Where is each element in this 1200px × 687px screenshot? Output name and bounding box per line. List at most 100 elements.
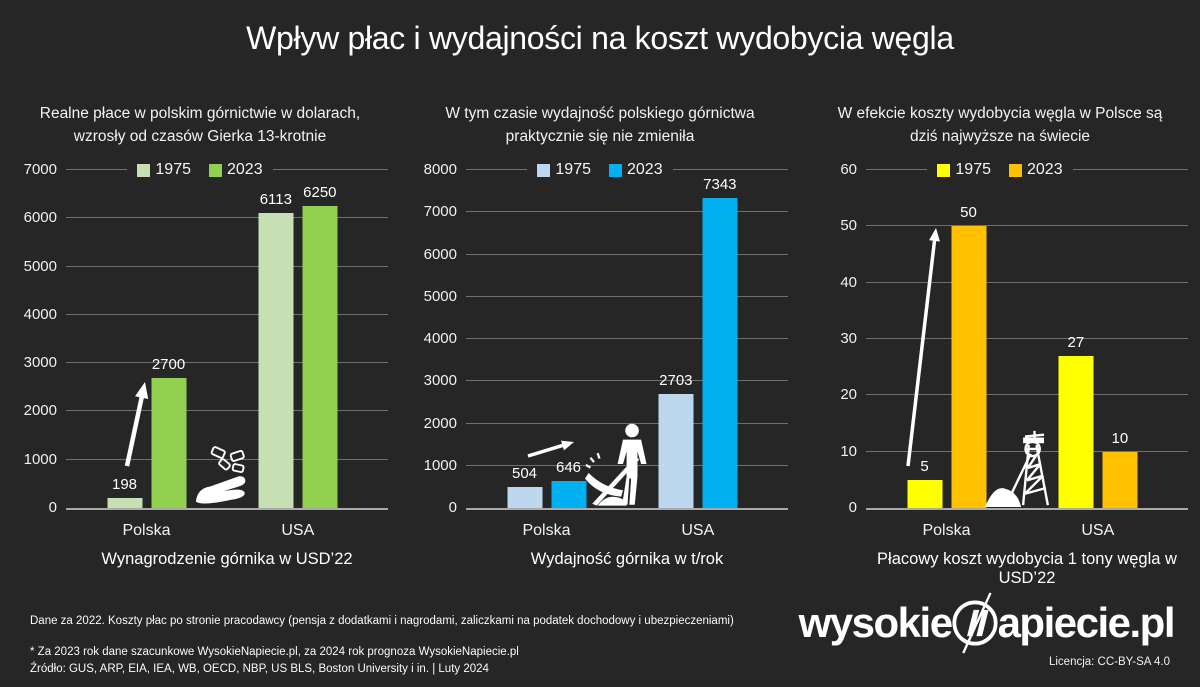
gridline <box>466 422 788 424</box>
bar-polska-2023: 50 <box>951 204 986 508</box>
legend: 1975 2023 <box>400 159 800 181</box>
y-tick-label: 0 <box>848 499 857 516</box>
bar-group: 27 10 <box>1058 334 1138 508</box>
chart-panel-costs: W efekcie koszty wydobycia węgla w Polsc… <box>800 98 1200 587</box>
legend-item: 1975 <box>537 161 591 179</box>
footnote-estimate: * Za 2023 rok dane szacunkowe WysokieNap… <box>30 646 519 658</box>
legend-item: 2023 <box>1009 161 1063 179</box>
category-label: USA <box>1081 522 1115 539</box>
bar-group: 198 2700 <box>107 356 186 508</box>
x-axis-title: Wydajność górnika w t/rok <box>530 550 724 568</box>
y-tick-label: 2000 <box>23 402 57 420</box>
bar-group: 5 50 <box>907 204 986 508</box>
legend: 1975 2023 <box>0 159 400 181</box>
chart-subtitle: Realne płace w polskim górnictwie w dola… <box>39 105 361 146</box>
mine-headframe-icon <box>985 428 1065 508</box>
y-tick-label: 6000 <box>423 245 457 263</box>
bar-value-label: 7343 <box>703 175 737 193</box>
gridline <box>866 338 1188 339</box>
legend-item: 2023 <box>609 161 663 179</box>
y-tick-label: 7000 <box>423 203 457 221</box>
bar-value-label: 10 <box>1111 429 1129 447</box>
logo: wysokie apiecie.pl <box>798 592 1176 654</box>
bar-usa-2023: 6250 <box>302 184 338 508</box>
legend-swatch <box>137 163 151 177</box>
x-axis-title: Wynagrodzenie górnika w USD’22 <box>101 550 353 568</box>
legend-label: 1975 <box>955 161 991 178</box>
bar-value-label: 5 <box>920 457 929 475</box>
plot-area: 5 50 27 10 <box>866 169 1188 510</box>
legend-swatch <box>937 163 951 177</box>
gridline <box>66 313 388 315</box>
bar-polska-2023: 646 <box>551 459 586 508</box>
x-axis-title: Płacowy koszt wydobycia 1 tony węgla w U… <box>877 550 1177 587</box>
y-tick-label: 50 <box>840 217 857 235</box>
legend-label: 1975 <box>555 161 591 178</box>
growth-arrow-icon <box>527 440 574 458</box>
bar-value-label: 2700 <box>151 355 186 373</box>
gridline <box>66 458 388 460</box>
legend-swatch <box>209 163 222 177</box>
y-tick-label: 30 <box>840 330 857 347</box>
growth-arrow-icon <box>124 382 149 467</box>
bar-polska-1975: 198 <box>107 476 142 508</box>
legend-swatch <box>1009 163 1022 177</box>
gridline <box>66 410 388 412</box>
legend-label: 2023 <box>227 161 263 178</box>
y-tick-label: 1000 <box>423 456 457 474</box>
legend-item: 1975 <box>937 161 991 179</box>
y-tick-label: 40 <box>840 273 857 291</box>
bar-polska-1975: 5 <box>907 458 942 508</box>
bar-value-label: 27 <box>1067 333 1085 351</box>
footnote-data: Dane za 2022. Koszty płac po stronie pra… <box>30 615 734 627</box>
gridline <box>466 295 788 297</box>
bar-group: 6113 6250 <box>258 184 338 508</box>
charts-row: Realne płace w polskim górnictwie w dola… <box>0 98 1200 587</box>
y-tick-label: 5000 <box>423 287 457 305</box>
y-tick-label: 3000 <box>23 354 57 372</box>
gridline <box>466 338 788 339</box>
hand-money-icon <box>195 446 252 508</box>
legend-item: 1975 <box>137 161 191 179</box>
legend-label: 2023 <box>627 161 663 178</box>
y-tick-label: 4000 <box>423 330 457 347</box>
y-tick-label: 10 <box>840 442 857 460</box>
legend: 1975 2023 <box>800 159 1200 181</box>
bar-value-label: 198 <box>111 476 138 494</box>
gridline <box>866 394 1188 396</box>
bar-polska-1975: 504 <box>507 465 542 508</box>
bar-group: 504 646 <box>507 459 586 508</box>
chart-panel-wages: Realne płace w polskim górnictwie w dola… <box>0 98 400 578</box>
gridline <box>66 265 388 267</box>
y-tick-label: 5000 <box>23 257 57 275</box>
growth-arrow-icon <box>906 228 940 467</box>
footnote-sources: Źródło: GUS, ARP, EIA, IEA, WB, OECD, NB… <box>30 663 489 675</box>
y-tick-label: 0 <box>448 499 457 516</box>
y-tick-label: 20 <box>840 386 857 404</box>
category-label: Polska <box>122 522 171 539</box>
gridline <box>466 211 788 213</box>
y-tick-label: 7000 <box>23 161 57 178</box>
plot-area: 198 2700 6113 6250 <box>66 169 388 510</box>
y-tick-label: 3000 <box>423 372 457 390</box>
bar-polska-2023: 2700 <box>151 356 186 508</box>
y-tick-label: 2000 <box>423 414 457 432</box>
legend-label: 1975 <box>155 161 191 178</box>
y-tick-label: 0 <box>48 499 57 516</box>
gridline <box>66 217 388 219</box>
y-tick-label: 6000 <box>23 209 57 227</box>
logo-text-suffix: apiecie.pl <box>997 599 1176 646</box>
bar-value-label: 50 <box>960 204 977 222</box>
category-label: USA <box>681 522 715 539</box>
legend-item: 2023 <box>209 161 263 179</box>
legend-swatch <box>609 163 622 177</box>
gridline <box>866 225 1188 227</box>
gridline <box>466 253 788 255</box>
bar-usa-1975: 6113 <box>258 191 294 508</box>
bar-usa-1975: 2703 <box>658 372 694 508</box>
category-label: Polska <box>922 522 971 539</box>
logo-text-prefix: wysokie <box>798 599 953 646</box>
legend-label: 2023 <box>1027 161 1063 178</box>
gridline <box>466 380 788 382</box>
bar-value-label: 6113 <box>259 190 292 208</box>
